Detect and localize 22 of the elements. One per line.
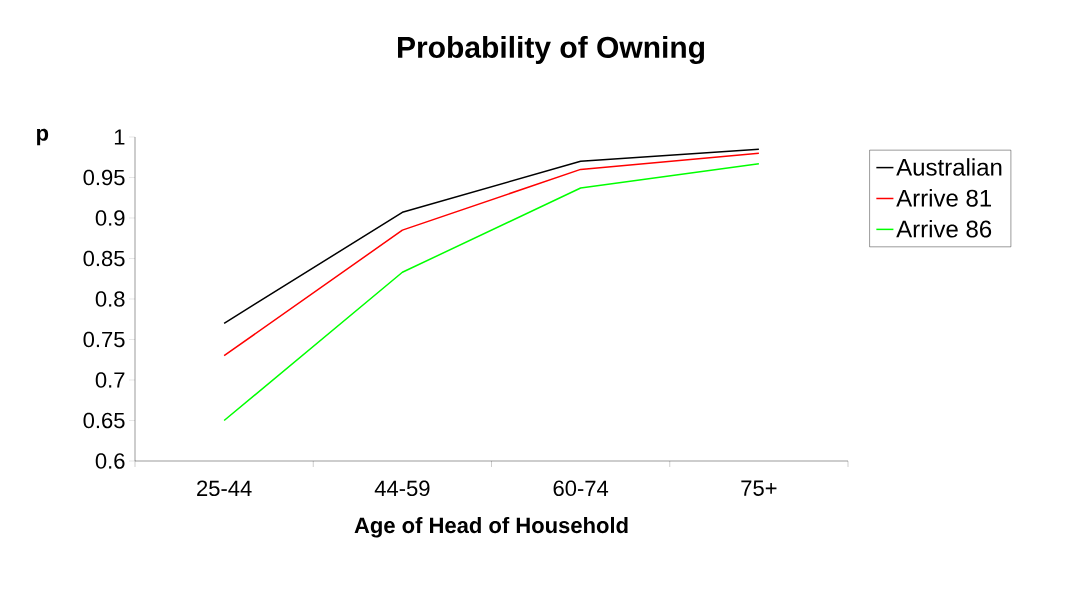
y-tick-label: 0.85 (83, 250, 125, 267)
y-tick-label: 0.75 (83, 331, 125, 348)
x-tick-label: 60-74 (553, 480, 609, 497)
x-tick-label: 75+ (741, 480, 777, 496)
y-tick-label: 0.8 (95, 291, 125, 307)
x-tick-label: 44-59 (374, 480, 430, 497)
legend-label: Arrive 81 (896, 189, 991, 207)
y-tick-label: 0.6 (95, 453, 125, 469)
line-series (223, 152, 760, 357)
chart-title: Probability of Owning (398, 35, 705, 65)
y-tick-label: 1 (114, 129, 125, 145)
y-tick-label: 0.7 (95, 372, 125, 388)
legend-label: Arrive 86 (896, 219, 992, 238)
line-series (223, 148, 760, 325)
y-axis-title: p (37, 128, 49, 146)
x-tick-label: 25-44 (197, 480, 252, 497)
y-tick-label: 0.9 (95, 210, 125, 226)
line-series (223, 162, 760, 422)
legend-label: Australian (896, 158, 1002, 176)
y-tick-label: 0.95 (83, 169, 125, 186)
y-tick-label: 0.65 (83, 412, 125, 429)
x-axis-title: Age of Head of Household (354, 516, 628, 538)
